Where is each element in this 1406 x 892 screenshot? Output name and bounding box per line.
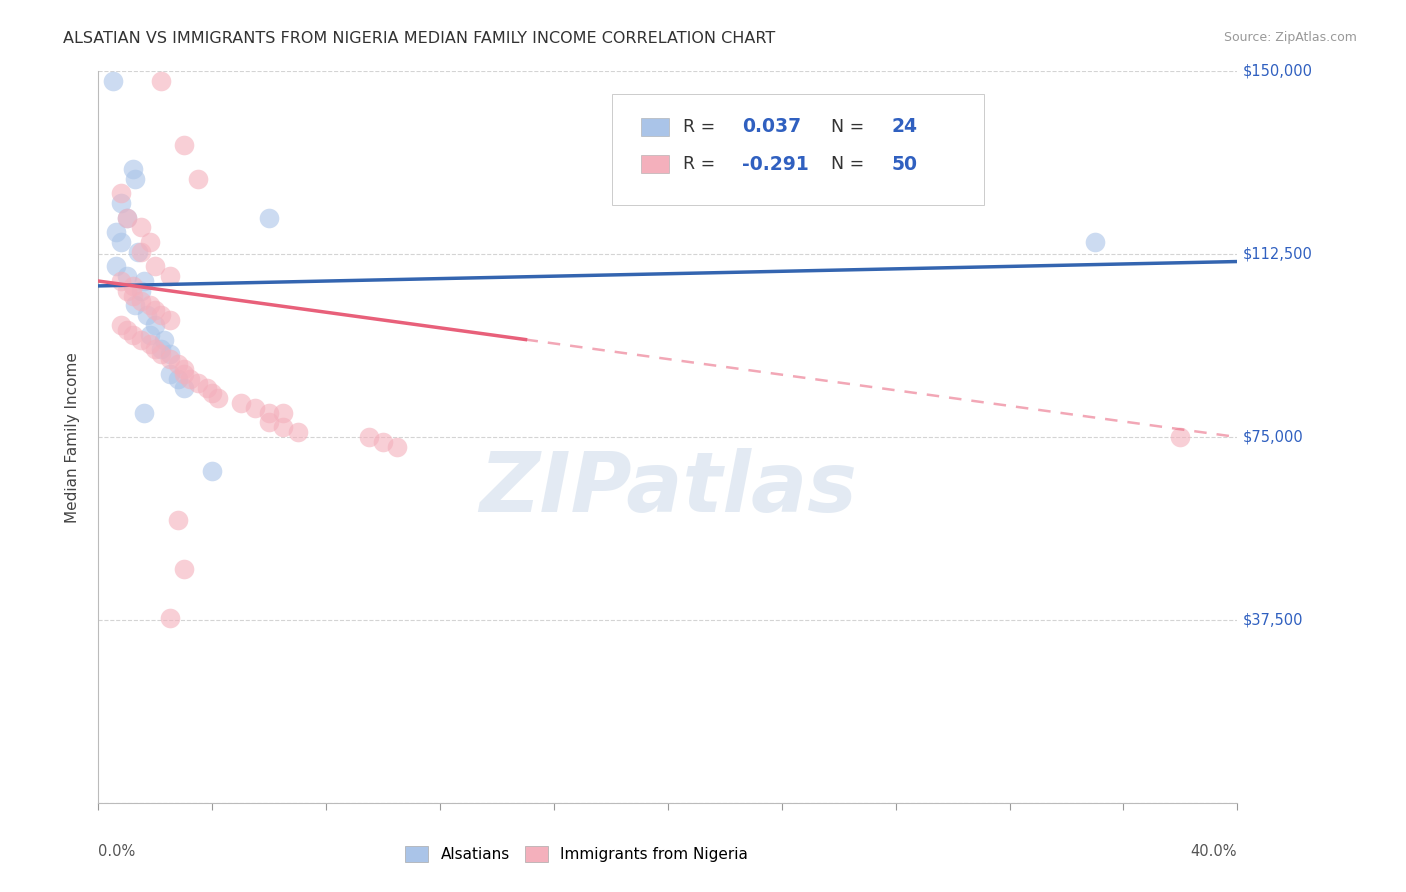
- Point: [1084, 235, 1107, 249]
- Point: [129, 244, 152, 259]
- Point: [173, 367, 195, 381]
- Text: $150,000: $150,000: [1243, 64, 1313, 78]
- Point: [159, 347, 181, 361]
- Text: $112,500: $112,500: [1243, 247, 1313, 261]
- Point: [150, 347, 173, 361]
- Point: [287, 425, 309, 440]
- Text: N =: N =: [831, 118, 870, 136]
- Text: 0.037: 0.037: [742, 117, 801, 136]
- Text: R =: R =: [683, 155, 721, 173]
- Point: [229, 396, 252, 410]
- Point: [150, 308, 173, 322]
- Point: [127, 244, 149, 259]
- Point: [115, 211, 138, 225]
- Point: [159, 269, 181, 284]
- Point: [187, 376, 209, 391]
- Point: [201, 386, 224, 401]
- Point: [145, 343, 167, 357]
- Point: [273, 420, 295, 434]
- Point: [153, 333, 176, 347]
- Point: [259, 211, 281, 225]
- Point: [121, 161, 143, 176]
- Point: [259, 406, 281, 420]
- Point: [179, 371, 201, 385]
- Point: [104, 260, 127, 274]
- Point: [115, 211, 138, 225]
- Point: [104, 225, 127, 239]
- Point: [1170, 430, 1192, 444]
- Point: [145, 260, 167, 274]
- Point: [195, 381, 218, 395]
- Text: 0.0%: 0.0%: [98, 844, 135, 859]
- Point: [101, 74, 124, 88]
- Point: [138, 327, 160, 342]
- Point: [115, 269, 138, 284]
- Point: [132, 274, 155, 288]
- Point: [357, 430, 380, 444]
- Text: N =: N =: [831, 155, 870, 173]
- Point: [150, 74, 173, 88]
- Point: [110, 196, 132, 211]
- Point: [110, 318, 132, 332]
- Point: [150, 343, 173, 357]
- Point: [145, 318, 167, 332]
- Point: [135, 308, 157, 322]
- Text: 40.0%: 40.0%: [1191, 844, 1237, 859]
- Point: [173, 381, 195, 395]
- Point: [387, 440, 409, 454]
- Text: $75,000: $75,000: [1243, 430, 1303, 444]
- Point: [159, 352, 181, 367]
- Point: [129, 220, 152, 235]
- Legend: Alsatians, Immigrants from Nigeria: Alsatians, Immigrants from Nigeria: [399, 840, 754, 868]
- Point: [115, 323, 138, 337]
- Point: [201, 464, 224, 478]
- Point: [132, 406, 155, 420]
- Text: 50: 50: [891, 154, 917, 174]
- Point: [121, 327, 143, 342]
- Point: [110, 235, 132, 249]
- Point: [167, 371, 190, 385]
- Text: -0.291: -0.291: [742, 154, 808, 174]
- Point: [110, 274, 132, 288]
- Point: [121, 288, 143, 302]
- Point: [173, 361, 195, 376]
- Point: [167, 513, 190, 527]
- Point: [159, 313, 181, 327]
- Point: [115, 284, 138, 298]
- Point: [259, 416, 281, 430]
- Point: [138, 337, 160, 351]
- Y-axis label: Median Family Income: Median Family Income: [65, 351, 80, 523]
- Text: ALSATIAN VS IMMIGRANTS FROM NIGERIA MEDIAN FAMILY INCOME CORRELATION CHART: ALSATIAN VS IMMIGRANTS FROM NIGERIA MEDI…: [63, 31, 776, 46]
- Point: [207, 391, 229, 405]
- Point: [129, 284, 152, 298]
- Point: [124, 298, 146, 312]
- Point: [173, 137, 195, 152]
- Point: [145, 303, 167, 318]
- Point: [167, 357, 190, 371]
- Point: [243, 401, 266, 415]
- Point: [138, 298, 160, 312]
- Text: 24: 24: [891, 117, 917, 136]
- Text: ZIPatlas: ZIPatlas: [479, 448, 856, 529]
- Text: $37,500: $37,500: [1243, 613, 1303, 627]
- Point: [110, 186, 132, 201]
- Point: [129, 293, 152, 308]
- Text: R =: R =: [683, 118, 721, 136]
- Point: [373, 434, 395, 449]
- Point: [124, 171, 146, 186]
- Point: [173, 562, 195, 576]
- Point: [129, 333, 152, 347]
- Text: Source: ZipAtlas.com: Source: ZipAtlas.com: [1223, 31, 1357, 45]
- Point: [159, 610, 181, 624]
- Point: [121, 279, 143, 293]
- Point: [150, 40, 173, 54]
- Point: [273, 406, 295, 420]
- Point: [159, 367, 181, 381]
- Point: [187, 171, 209, 186]
- Point: [138, 235, 160, 249]
